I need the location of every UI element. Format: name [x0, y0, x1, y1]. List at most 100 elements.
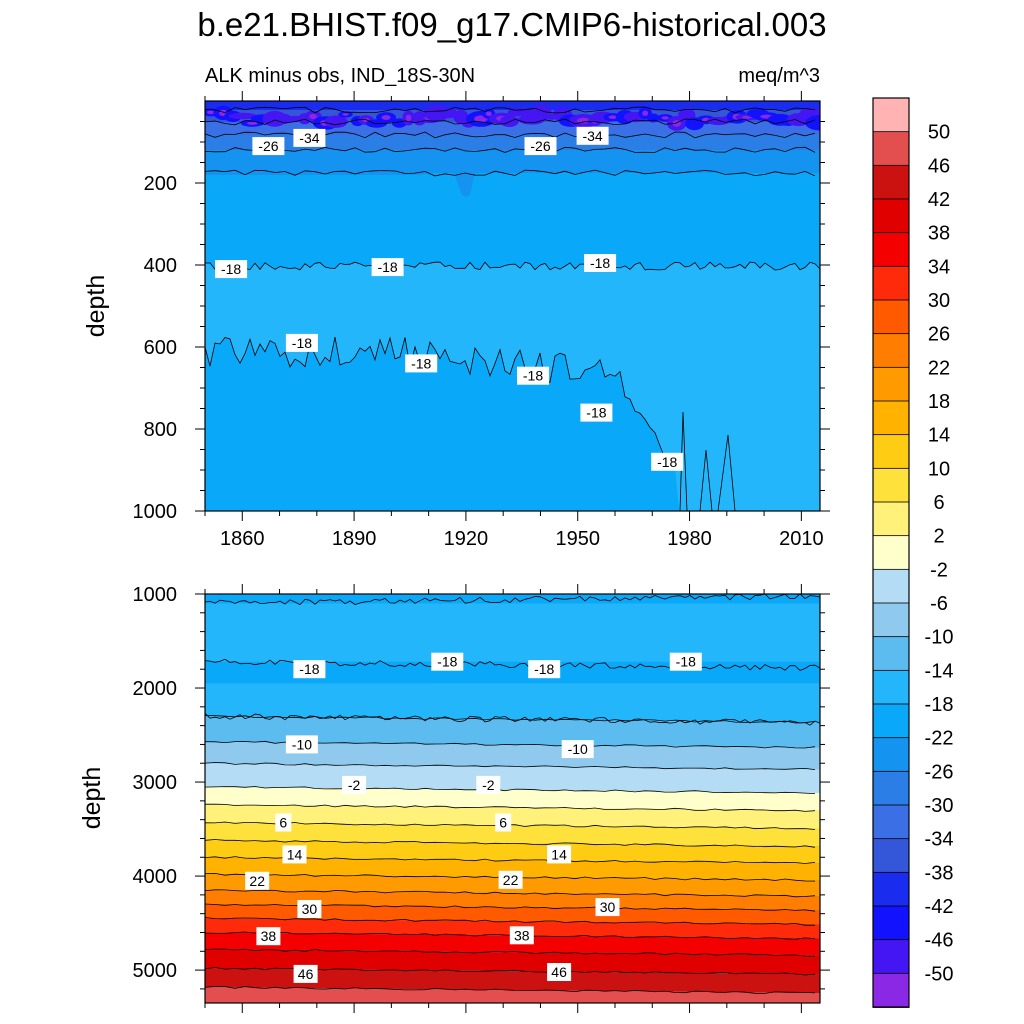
surface-blob	[805, 115, 820, 131]
surface-blob-core	[642, 110, 649, 116]
contour-label-text: 14	[551, 846, 567, 862]
bottom-band	[205, 968, 820, 993]
bottom-contour-line	[205, 762, 816, 770]
surface-blob-core	[405, 114, 412, 122]
contour-label: -18	[431, 652, 464, 671]
colorbar-label: -34	[925, 829, 954, 851]
contour-line-spikes	[679, 411, 736, 511]
contour-label: 46	[547, 963, 572, 981]
colorbar-swatch	[872, 535, 910, 571]
surface-blob	[228, 112, 257, 120]
contour-label-bg	[405, 354, 438, 373]
contour-label-bg	[651, 452, 684, 471]
contour-label: -18	[293, 660, 326, 679]
bottom-axis-ticks: 1000 2000 3000 4000 5000	[133, 584, 830, 1013]
top-panel-fill	[205, 101, 820, 511]
bottom-fill-18-14-a	[205, 603, 820, 662]
colorbar-swatch	[872, 770, 910, 806]
contour-line-18-upper	[205, 261, 820, 271]
subtitle-right: meq/m^3	[738, 65, 820, 87]
colorbar-label: -50	[925, 963, 954, 985]
colorbar-label: 50	[928, 122, 950, 144]
colorbar-swatch	[872, 838, 910, 874]
colorbar-swatch	[872, 703, 910, 739]
colorbar-label: -6	[930, 593, 948, 615]
contour-line-18-lower	[205, 336, 676, 469]
colorbar-swatch	[872, 939, 910, 975]
bottom-contour-line	[205, 856, 816, 864]
colorbar-label: 2	[933, 526, 944, 548]
bottom-band	[205, 716, 820, 748]
contour-label-bg	[252, 137, 285, 156]
contour-label: 6	[275, 813, 292, 832]
contour-label-text: 38	[514, 927, 530, 943]
contour-label-bg	[297, 900, 322, 918]
contour-label: -10	[561, 740, 594, 759]
contour-label-text: -18	[221, 261, 241, 277]
colorbar-label: 46	[928, 155, 950, 177]
bottom-band	[205, 683, 820, 723]
contour-label-bg	[245, 871, 270, 890]
y-tick-label: 600	[144, 337, 177, 359]
contour-label-bg	[495, 813, 512, 832]
colorbar-swatch	[872, 804, 910, 840]
colorbar-label: 10	[928, 458, 950, 480]
contour-label-bg	[293, 964, 318, 983]
contour-label-bg	[576, 126, 609, 145]
subtitle-left: ALK minus obs, IND_18S-30N	[205, 65, 475, 87]
contour-label-bg	[528, 660, 561, 679]
contour-line-surface	[205, 169, 816, 177]
figure-title: b.e21.BHIST.f09_g17.CMIP6-historical.003	[197, 6, 826, 43]
x-tick-label: 1920	[444, 528, 489, 550]
contour-label: -18	[517, 366, 549, 385]
contour-label: -34	[576, 126, 609, 145]
surface-blob-core	[608, 115, 617, 119]
surface-blob-core	[381, 115, 391, 120]
contour-label-bg	[509, 926, 534, 945]
colorbar-label: 38	[928, 223, 950, 245]
contour-label: -2	[476, 775, 501, 794]
colorbar-swatch	[872, 737, 910, 773]
bottom-contour-line	[205, 889, 816, 898]
colorbar-swatch	[872, 568, 910, 604]
contour-label-bg	[431, 652, 464, 671]
contour-label-bg	[342, 775, 367, 794]
contour-label-bg	[215, 260, 248, 279]
colorbar-swatch	[872, 232, 910, 268]
x-tick-label: 1890	[332, 528, 377, 550]
contour-label-bg	[476, 775, 501, 794]
y-tick-label: 3000	[133, 772, 178, 794]
contour-label-text: 6	[499, 815, 507, 831]
colorbar-label: -2	[930, 559, 948, 581]
contour-label-text: -18	[676, 654, 696, 670]
x-tick-label: 1980	[667, 528, 712, 550]
x-tick-label: 1950	[555, 528, 600, 550]
colorbar-swatch	[872, 97, 910, 133]
bottom-panel-frame	[204, 593, 821, 1004]
colorbar-swatch	[872, 434, 910, 470]
colorbar-label: -22	[925, 728, 954, 750]
contour-label-text: -18	[411, 355, 431, 371]
contour-label-text: -18	[534, 661, 554, 677]
contour-label-text: -2	[482, 777, 495, 793]
bottom-band	[205, 857, 820, 881]
contour-label: 30	[297, 900, 322, 918]
contour-label: 38	[256, 927, 281, 946]
y-tick-label: 1000	[133, 584, 178, 606]
bottom-contour-line	[205, 986, 816, 994]
contour-label-bg	[275, 813, 292, 832]
x-tick-label: 2010	[779, 528, 824, 550]
contour-label-bg	[282, 845, 307, 864]
colorbar-swatch	[872, 265, 910, 301]
contour-label-text: -18	[657, 454, 677, 470]
colorbar-swatch	[872, 299, 910, 335]
colorbar-label: -18	[925, 694, 954, 716]
top-contour-labels: -34 -26 -26 -34 -18 -18 -18 -18 -18 -18 -18 -18	[215, 126, 684, 471]
surface-blob-core	[576, 117, 590, 124]
top-fill-18-14	[205, 262, 820, 511]
contour-label: -18	[651, 452, 684, 471]
colorbar-swatch	[872, 164, 910, 200]
colorbar-label: 14	[928, 425, 950, 447]
contour-label: -18	[669, 652, 702, 671]
contour-label: -26	[252, 137, 285, 156]
